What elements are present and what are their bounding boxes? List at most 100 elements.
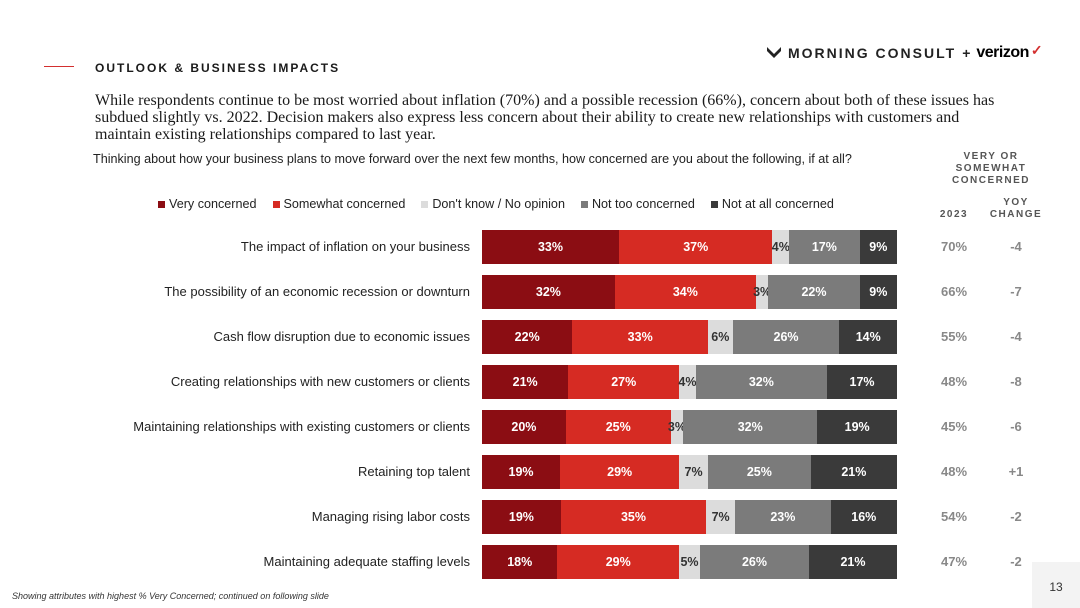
bar-segment: 9%: [859, 230, 897, 264]
col-2023-header: 2023: [939, 209, 969, 220]
value-2023: 45%: [940, 419, 968, 434]
yoy-change: -7: [1010, 284, 1022, 299]
yoy-change: -8: [1010, 374, 1022, 389]
yoy-change: -2: [1010, 509, 1022, 524]
bar-segment: 33%: [482, 230, 619, 264]
bar-segment: 4%: [678, 365, 696, 399]
yoy-change: -2: [1010, 554, 1022, 569]
value-2023: 54%: [940, 509, 968, 524]
bar-segment: 21%: [482, 365, 569, 399]
bar-segment: 7%: [679, 455, 708, 489]
bar-segment: 22%: [482, 320, 573, 354]
bar-segment: 3%: [753, 275, 771, 309]
bar-row: 33% 37% 4% 17% 9%: [482, 230, 897, 264]
bar-segment: 29%: [557, 545, 680, 579]
legend-swatch: [272, 200, 280, 208]
bar-segment: 32%: [482, 275, 615, 309]
value-2023: 55%: [940, 329, 968, 344]
brand-lockup: MORNING CONSULT + verizon ✓: [766, 41, 1043, 62]
bar-segment: 20%: [482, 410, 566, 444]
bar-row: 19% 35% 7% 23% 16%: [482, 500, 897, 534]
value-2023: 70%: [940, 239, 968, 254]
brand-plus: +: [962, 45, 971, 61]
legend-label: Not at all concerned: [721, 197, 834, 211]
headline: While respondents continue to be most wo…: [95, 92, 995, 143]
bar-row: 18% 29% 5% 26% 21%: [482, 545, 897, 579]
col-yoy-header: YOY CHANGE: [989, 197, 1043, 220]
category-label: Cash flow disruption due to economic iss…: [213, 329, 470, 344]
bar-segment: 19%: [482, 455, 561, 489]
bar-segment: 26%: [732, 320, 840, 354]
bar-segment: 16%: [830, 500, 897, 534]
bar-row: 20% 25% 3% 32% 19%: [482, 410, 897, 444]
legend-swatch: [580, 200, 588, 208]
bar-segment: 27%: [568, 365, 680, 399]
accent-line: [44, 66, 74, 67]
bar-segment: 32%: [695, 365, 828, 399]
legend-item: Very concerned: [158, 197, 257, 211]
legend-swatch: [710, 200, 718, 208]
bar-segment: 4%: [772, 230, 790, 264]
legend-item: Somewhat concerned: [272, 197, 406, 211]
bar-row: 19% 29% 7% 25% 21%: [482, 455, 897, 489]
bar-row: 32% 34% 3% 22% 9%: [482, 275, 897, 309]
yoy-change: -4: [1010, 239, 1022, 254]
bar-segment: 17%: [789, 230, 860, 264]
legend-label: Don't know / No opinion: [432, 197, 565, 211]
brand-partner: verizon: [976, 44, 1029, 61]
bar-row: 22% 33% 6% 26% 14%: [482, 320, 897, 354]
legend-item: Don't know / No opinion: [421, 197, 565, 211]
bar-segment: 3%: [668, 410, 686, 444]
category-label: Managing rising labor costs: [311, 509, 470, 524]
verizon-check-icon: ✓: [1030, 41, 1043, 58]
value-2023: 47%: [940, 554, 968, 569]
bar-segment: 34%: [614, 275, 756, 309]
bar-segment: 22%: [768, 275, 860, 309]
bar-row: 21% 27% 4% 32% 17%: [482, 365, 897, 399]
yoy-change: +1: [1008, 464, 1024, 479]
legend-swatch: [158, 200, 165, 208]
bar-segment: 21%: [810, 455, 897, 489]
bar-segment: 6%: [707, 320, 733, 354]
legend-label: Very concerned: [169, 197, 257, 211]
bar-segment: 14%: [839, 320, 897, 354]
category-label: Maintaining relationships with existing …: [133, 419, 470, 434]
bar-segment: 25%: [565, 410, 671, 444]
bar-segment: 17%: [827, 365, 897, 399]
bar-segment: 37%: [618, 230, 773, 264]
bar-segment: 29%: [560, 455, 680, 489]
bar-segment: 23%: [735, 500, 831, 534]
page-number-box: [1032, 562, 1080, 608]
value-2023: 48%: [940, 374, 968, 389]
bar-segment: 33%: [572, 320, 708, 354]
footnote: Showing attributes with highest % Very C…: [12, 591, 329, 601]
brand-name: MORNING CONSULT: [788, 45, 957, 61]
section-label: OUTLOOK & BUSINESS IMPACTS: [95, 61, 341, 75]
bar-segment: 25%: [707, 455, 811, 489]
bar-segment: 35%: [560, 500, 707, 534]
bar-segment: 5%: [679, 545, 700, 579]
bar-segment: 18%: [482, 545, 558, 579]
legend-item: Not at all concerned: [710, 197, 834, 211]
category-label: Maintaining adequate staffing levels: [263, 554, 470, 569]
bar-segment: 26%: [699, 545, 809, 579]
legend-swatch: [421, 200, 429, 208]
category-label: Creating relationships with new customer…: [170, 374, 470, 389]
page-number: 13: [1049, 580, 1063, 594]
yoy-change: -6: [1010, 419, 1022, 434]
bar-segment: 9%: [859, 275, 897, 309]
bar-segment: 19%: [817, 410, 897, 444]
bar-segment: 32%: [683, 410, 818, 444]
chart-question: Thinking about how your business plans t…: [93, 152, 852, 166]
side-header-group: VERY OR SOMEWHAT CONCERNED: [952, 151, 1030, 186]
category-label: Retaining top talent: [357, 464, 470, 479]
yoy-change: -4: [1010, 329, 1022, 344]
value-2023: 66%: [940, 284, 968, 299]
bar-segment: 7%: [706, 500, 736, 534]
chart-legend: Very concerned Somewhat concerned Don't kn…: [158, 197, 834, 211]
bar-segment: 21%: [808, 545, 897, 579]
legend-label: Somewhat concerned: [283, 197, 406, 211]
morning-consult-logo-icon: [767, 47, 781, 58]
bar-segment: 19%: [482, 500, 561, 534]
value-2023: 48%: [940, 464, 968, 479]
